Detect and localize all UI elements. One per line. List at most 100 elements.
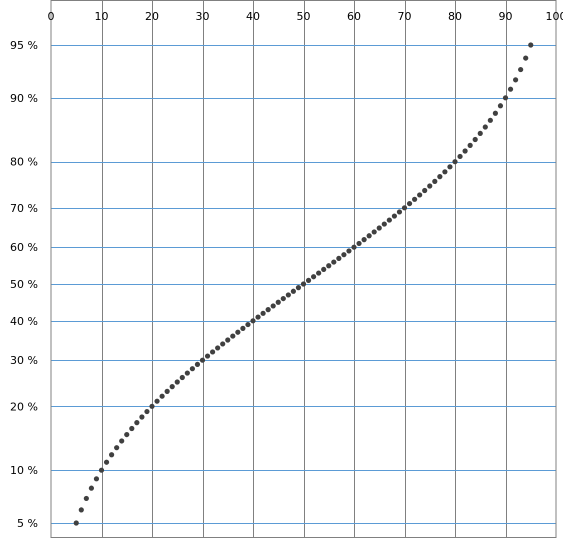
data-point	[98, 467, 105, 473]
data-point	[119, 438, 125, 444]
y-tick-label: 50 %	[10, 278, 38, 291]
data-point	[391, 213, 397, 219]
y-tick-label: 80 %	[10, 156, 38, 169]
data-point	[341, 252, 347, 258]
data-point	[295, 285, 302, 291]
data-point	[159, 393, 165, 399]
data-point	[184, 370, 190, 376]
data-point	[149, 403, 155, 409]
data-point	[351, 244, 357, 250]
data-point	[396, 209, 403, 215]
data-point	[422, 187, 428, 194]
data-point	[406, 200, 413, 207]
data-point	[432, 178, 438, 184]
data-point	[502, 95, 509, 101]
x-tick-label: 10	[95, 10, 109, 23]
data-point	[300, 281, 307, 287]
data-point	[507, 86, 514, 92]
x-tick-label: 30	[196, 10, 210, 23]
data-point	[134, 420, 140, 426]
x-tick-label: 40	[246, 10, 260, 23]
data-point	[321, 266, 327, 273]
data-point	[376, 225, 382, 231]
data-point	[371, 229, 377, 235]
data-point	[305, 277, 312, 283]
data-point	[154, 398, 160, 404]
data-point	[199, 357, 206, 363]
data-point	[129, 425, 135, 432]
data-point	[270, 303, 276, 309]
data-point	[139, 414, 145, 420]
y-tick-label: 95 %	[10, 39, 38, 52]
data-point	[492, 110, 498, 116]
data-point	[482, 124, 488, 130]
x-tick-label: 80	[448, 10, 462, 23]
data-point	[93, 476, 100, 482]
y-tick-label: 60 %	[10, 241, 38, 254]
y-tick-label: 30 %	[10, 354, 38, 367]
x-tick-label: 100	[546, 10, 563, 23]
x-tick-label: 0	[48, 10, 55, 23]
x-tick-label: 60	[347, 10, 361, 23]
data-point	[467, 142, 473, 148]
data-point	[204, 353, 211, 359]
data-point	[442, 169, 448, 175]
x-tick-label: 70	[398, 10, 412, 23]
data-point	[346, 248, 352, 254]
data-point	[427, 183, 433, 189]
data-point	[326, 263, 332, 269]
data-point	[240, 325, 246, 331]
data-point	[331, 259, 337, 265]
data-point	[245, 321, 251, 328]
data-point	[361, 237, 367, 243]
data-point	[412, 196, 418, 202]
data-point	[144, 408, 150, 415]
data-point	[83, 495, 89, 502]
data-point	[230, 333, 236, 339]
data-point	[174, 379, 180, 385]
data-point	[164, 388, 170, 394]
data-point	[366, 233, 372, 239]
data-point	[103, 459, 110, 465]
data-point	[386, 217, 392, 223]
data-point	[290, 288, 296, 294]
data-point	[477, 130, 483, 137]
data-point	[381, 221, 387, 227]
x-tick-label: 90	[499, 10, 513, 23]
data-point	[528, 42, 534, 48]
data-point	[78, 507, 84, 513]
y-tick-labels: 5 % 10 % 20 % 30 % 40 % 50 % 60 % 70 % 80 % 90 % 9…	[10, 39, 38, 530]
data-point	[518, 66, 524, 73]
data-point	[285, 292, 291, 298]
data-point	[260, 310, 266, 316]
data-point	[311, 274, 317, 280]
y-tick-label: 40 %	[10, 315, 38, 328]
data-point	[523, 55, 529, 61]
data-point	[88, 485, 94, 491]
data-point	[169, 384, 175, 390]
y-tick-label: 90 %	[10, 92, 38, 105]
data-point	[73, 520, 79, 526]
data-point	[336, 255, 342, 261]
x-tick-label: 50	[297, 10, 311, 23]
data-point	[189, 366, 195, 372]
y-tick-label: 70 %	[10, 202, 38, 215]
data-point	[316, 270, 322, 276]
data-point	[497, 103, 504, 109]
y-gridlines	[51, 45, 556, 524]
data-point	[452, 159, 458, 165]
y-tick-label: 5 %	[17, 517, 38, 530]
data-point	[457, 153, 463, 160]
data-point	[255, 314, 261, 320]
data-point	[194, 361, 201, 368]
data-points	[73, 42, 534, 526]
y-tick-label: 10 %	[10, 464, 38, 477]
data-point	[109, 452, 115, 458]
data-point	[220, 341, 226, 347]
x-tick-label: 20	[145, 10, 159, 23]
data-point	[225, 337, 231, 343]
data-point	[472, 136, 478, 143]
data-point	[401, 205, 408, 211]
y-tick-label: 20 %	[10, 400, 38, 413]
